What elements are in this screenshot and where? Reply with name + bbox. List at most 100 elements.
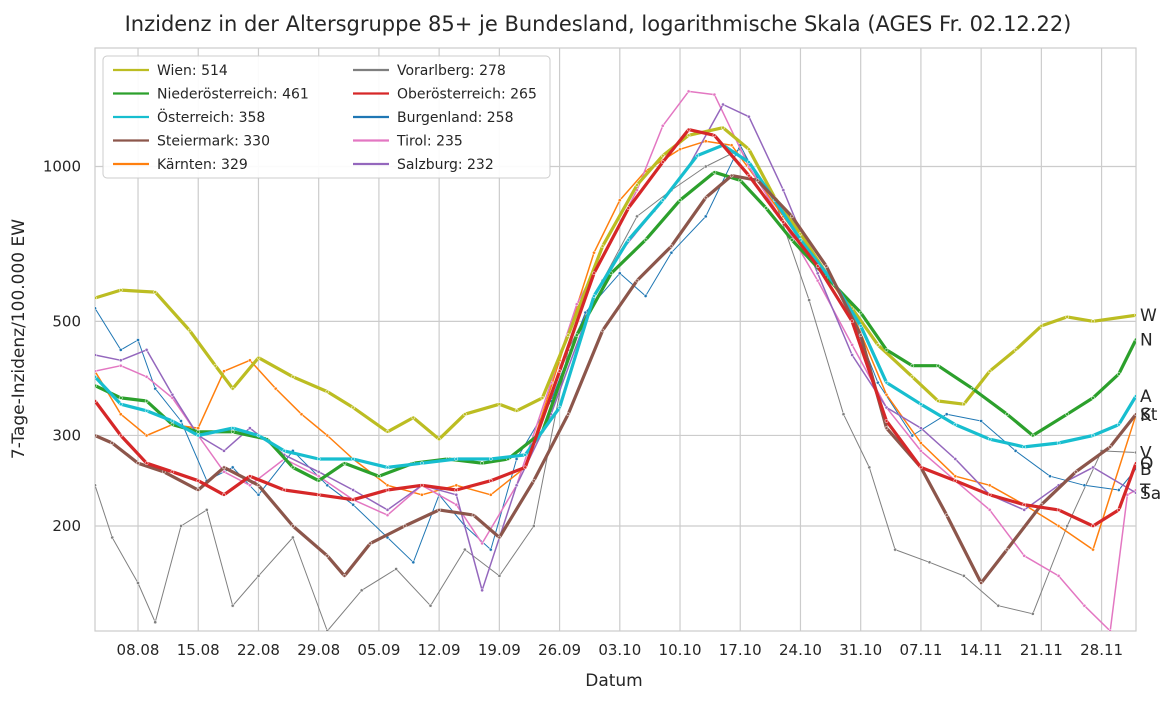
data-point — [248, 483, 252, 488]
data-point — [118, 363, 123, 368]
x-tick-label: 17.10 — [719, 641, 762, 659]
data-point — [1039, 324, 1044, 328]
data-point — [488, 547, 493, 552]
legend-entry: Niederösterreich: 461 — [157, 87, 309, 103]
data-point — [196, 478, 201, 483]
data-point — [291, 374, 295, 379]
data-point — [979, 581, 983, 585]
data-point — [987, 437, 992, 442]
data-point — [1048, 474, 1052, 479]
x-tick-label: 29.08 — [297, 641, 340, 659]
x-tick-label: 03.10 — [598, 641, 641, 659]
data-point — [729, 173, 734, 178]
data-point — [884, 380, 889, 385]
data-point — [1082, 603, 1087, 608]
data-point — [919, 449, 923, 453]
data-point — [1134, 394, 1136, 398]
data-point — [144, 461, 149, 466]
data-point — [230, 465, 235, 470]
data-point — [660, 160, 665, 164]
data-point — [136, 461, 140, 466]
data-point — [617, 198, 622, 203]
data-point — [850, 319, 854, 324]
data-point — [351, 405, 355, 410]
data-point — [230, 603, 235, 608]
x-tick-label: 22.08 — [237, 641, 280, 659]
data-point — [996, 603, 1001, 608]
data-point — [703, 214, 708, 219]
data-point — [95, 383, 97, 388]
data-point — [1013, 449, 1018, 453]
data-point — [583, 310, 588, 315]
data-point — [411, 560, 416, 565]
data-point — [1030, 433, 1035, 438]
data-point — [204, 508, 209, 512]
y-axis-label: 7-Tage-Inzidenz/100.000 EW — [9, 219, 29, 459]
y-tick-label: 300 — [52, 426, 81, 444]
data-point — [95, 433, 97, 438]
data-point — [893, 547, 897, 552]
data-point — [385, 488, 390, 492]
data-point — [118, 412, 123, 417]
data-point — [359, 588, 364, 593]
data-point — [118, 288, 123, 292]
data-point — [153, 386, 158, 391]
series-line — [95, 143, 1136, 469]
data-point — [987, 369, 992, 374]
data-point — [256, 355, 261, 360]
data-point — [394, 567, 398, 571]
data-point — [1091, 547, 1095, 552]
x-tick-label: 21.11 — [1020, 641, 1063, 659]
data-point — [936, 399, 940, 403]
data-point — [884, 419, 889, 423]
data-point — [463, 412, 467, 417]
series-2 — [95, 143, 1136, 470]
data-point — [256, 492, 261, 497]
data-point — [858, 333, 863, 338]
data-point — [703, 139, 708, 144]
data-point — [1065, 315, 1070, 319]
data-point — [420, 492, 424, 497]
legend-entry: Tirol: 235 — [396, 134, 463, 150]
end-label: K — [1140, 406, 1152, 426]
data-point — [815, 271, 820, 276]
data-point — [850, 353, 854, 357]
data-point — [1116, 422, 1121, 427]
data-point — [144, 408, 149, 413]
data-point — [170, 469, 175, 474]
x-tick-label: 28.11 — [1080, 641, 1123, 659]
data-point — [454, 483, 459, 488]
data-point — [592, 250, 596, 255]
data-point — [385, 429, 390, 434]
data-point — [420, 483, 424, 488]
data-point — [411, 415, 416, 420]
data-point — [626, 206, 631, 210]
data-point — [1073, 469, 1078, 474]
data-point — [497, 402, 502, 407]
data-point — [480, 541, 484, 546]
data-point — [729, 143, 734, 148]
data-point — [222, 369, 226, 374]
series-line — [95, 174, 1136, 585]
x-tick-label: 05.09 — [357, 641, 400, 659]
data-point — [592, 271, 596, 276]
data-point — [222, 465, 226, 470]
x-tick-label: 15.08 — [177, 641, 220, 659]
data-point — [256, 433, 261, 438]
data-point — [1108, 629, 1113, 631]
data-point — [144, 399, 149, 403]
legend: Wien: 514 Niederösterreich: 461 Österreich… — [102, 55, 551, 179]
data-point — [342, 461, 347, 466]
data-point — [325, 433, 330, 438]
data-point — [1091, 319, 1095, 324]
data-point — [342, 574, 347, 578]
data-point — [454, 502, 459, 507]
data-point — [118, 402, 123, 407]
data-point — [987, 492, 992, 497]
data-point — [256, 483, 261, 488]
data-point — [1134, 313, 1136, 318]
data-point — [712, 133, 717, 138]
data-point — [1022, 508, 1027, 512]
data-point — [230, 429, 235, 434]
data-point — [480, 461, 484, 466]
